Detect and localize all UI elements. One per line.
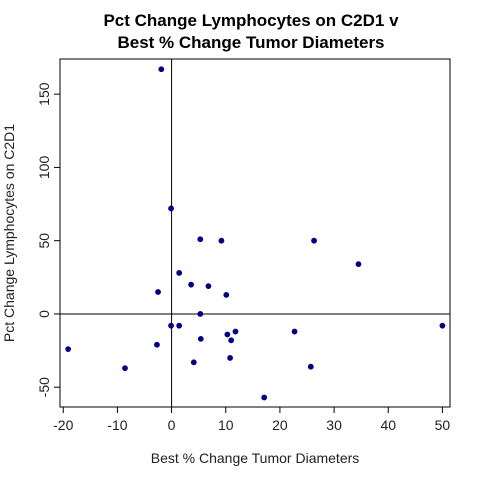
data-point xyxy=(228,337,235,344)
data-points xyxy=(65,66,446,401)
data-point xyxy=(439,322,446,329)
data-point xyxy=(227,355,233,361)
data-point xyxy=(197,335,204,342)
data-point xyxy=(205,283,212,290)
x-tick-label: 10 xyxy=(218,417,234,433)
y-tick-label: 100 xyxy=(36,156,52,180)
y-axis-label: Pct Change Lymphocytes on C2D1 xyxy=(1,124,17,342)
data-point xyxy=(65,346,72,353)
data-point xyxy=(158,66,165,73)
reference-lines xyxy=(60,59,450,407)
data-point xyxy=(218,237,225,244)
data-point xyxy=(154,341,160,348)
x-axis-label: Best % Change Tumor Diameters xyxy=(151,450,360,466)
data-point xyxy=(122,365,128,372)
data-point xyxy=(190,359,197,366)
data-point xyxy=(232,328,239,335)
plot-area-frame xyxy=(59,58,451,408)
data-point xyxy=(197,236,204,243)
data-point xyxy=(197,311,204,317)
data-point xyxy=(224,331,231,338)
data-point xyxy=(188,281,194,288)
y-axis: -50 0 50 100 150 xyxy=(36,82,60,397)
x-tick-label: 50 xyxy=(435,417,451,433)
data-point xyxy=(355,261,362,268)
y-tick-label: 150 xyxy=(36,82,52,106)
y-tick-label: 0 xyxy=(36,310,52,318)
chart-title: Pct Change Lymphocytes on C2D1 v xyxy=(103,11,399,30)
data-point xyxy=(168,322,174,329)
x-tick-label: 0 xyxy=(168,417,176,433)
y-tick-label: 50 xyxy=(36,233,52,249)
data-point xyxy=(176,270,183,276)
x-tick-label: 30 xyxy=(326,417,342,433)
data-point xyxy=(307,363,314,370)
data-point xyxy=(261,394,268,401)
chart-subtitle: Best % Change Tumor Diameters xyxy=(117,33,384,52)
x-tick-label: -20 xyxy=(53,417,73,433)
x-tick-label: 20 xyxy=(272,417,288,433)
data-point xyxy=(155,289,161,295)
data-point xyxy=(168,205,174,212)
x-tick-label: -10 xyxy=(107,417,127,433)
x-tick-label: 40 xyxy=(380,417,396,433)
y-tick-label: -50 xyxy=(36,377,52,397)
data-point xyxy=(223,292,230,298)
data-point xyxy=(291,328,298,335)
data-point xyxy=(176,322,183,329)
data-point xyxy=(311,237,317,244)
x-axis: -20 -10 0 10 20 30 40 50 xyxy=(53,407,450,433)
